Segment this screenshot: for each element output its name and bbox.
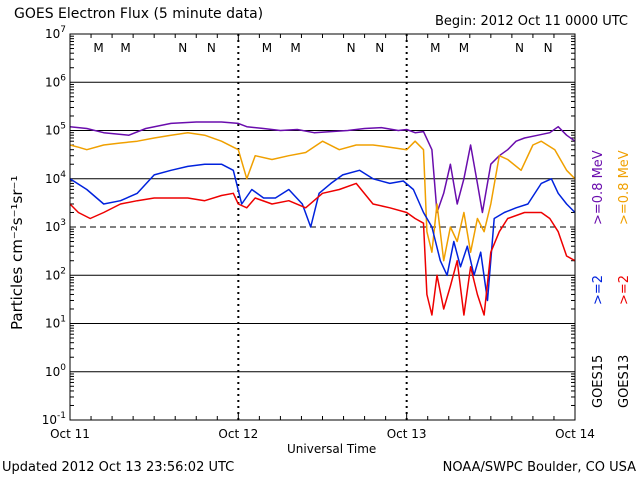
- x-tick-label: Oct 14: [555, 427, 595, 441]
- begin-time: Begin: 2012 Oct 11 0000 UTC: [434, 14, 628, 29]
- legend-label: >=2: [591, 275, 606, 305]
- y-tick-label: 103: [45, 218, 66, 234]
- y-tick-label: 100: [45, 363, 66, 379]
- x-tick-label: Oct 11: [50, 427, 90, 441]
- marker-label: M: [262, 41, 272, 55]
- plot-frame: [69, 33, 576, 421]
- x-tick-label: Oct 13: [387, 427, 427, 441]
- y-tick-label: 102: [45, 266, 66, 282]
- credit: NOAA/SWPC Boulder, CO USA: [442, 460, 636, 475]
- marker-label: M: [290, 41, 300, 55]
- legend-label: >=0.8 MeV: [591, 150, 606, 225]
- marker-label: M: [430, 41, 440, 55]
- y-tick-label: 105: [45, 122, 66, 138]
- marker-label: N: [515, 41, 524, 55]
- x-tick-labels: Oct 11 Oct 12 Oct 13 Oct 14: [50, 427, 595, 441]
- marker-label: N: [544, 41, 553, 55]
- chart-title: GOES Electron Flux (5 minute data): [14, 6, 264, 22]
- legend-label: GOES15: [591, 355, 606, 408]
- legend: >=0.8 MeV >=0.8 MeV >=2 >=2 GOES15 GOES13: [591, 150, 632, 408]
- y-tick-label: 104: [45, 170, 66, 186]
- y-tick-label: 106: [45, 73, 66, 89]
- series-line-1: [69, 131, 576, 262]
- legend-label: >=2: [617, 275, 632, 305]
- legend-label: GOES13: [617, 355, 632, 408]
- marker-label: M: [120, 41, 130, 55]
- y-tick-label: 107: [45, 25, 66, 41]
- series-group: [69, 121, 576, 316]
- series-line-2: [69, 163, 576, 302]
- y-tick-label: 10-1: [42, 411, 66, 427]
- grid: [70, 35, 575, 406]
- series-line-0: [69, 121, 576, 214]
- y-tick-labels: 107 106 105 104 103 102 101 100 10-1: [42, 25, 67, 427]
- marker-label: N: [375, 41, 384, 55]
- legend-label: >=0.8 MeV: [617, 150, 632, 225]
- series-line-3: [69, 182, 576, 316]
- marker-label: M: [93, 41, 103, 55]
- x-axis-label: Universal Time: [287, 442, 376, 456]
- marker-label: N: [347, 41, 356, 55]
- x-tick-label: Oct 12: [218, 427, 258, 441]
- updated-time: Updated 2012 Oct 13 23:56:02 UTC: [2, 460, 235, 475]
- marker-label: N: [178, 41, 187, 55]
- y-axis-label: Particles cm⁻²s⁻¹sr⁻¹: [8, 176, 26, 330]
- y-tick-label: 101: [45, 315, 66, 331]
- marker-label: N: [207, 41, 216, 55]
- marker-label: M: [459, 41, 469, 55]
